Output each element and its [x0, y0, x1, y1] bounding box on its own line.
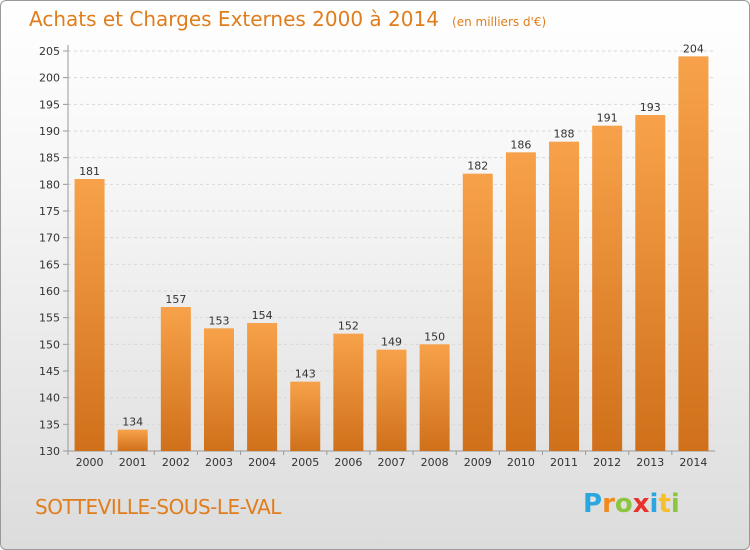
chart-subtitle: (en milliers d'€): [452, 15, 547, 29]
y-tick-label: 190: [39, 125, 60, 138]
data-label-2008: 150: [424, 330, 445, 343]
bar-2000: [74, 179, 105, 451]
x-tick-label-2012: 2012: [593, 456, 621, 469]
x-tick-label-2013: 2013: [636, 456, 664, 469]
y-tick-label: 205: [39, 45, 60, 58]
x-tick-label-2004: 2004: [248, 456, 276, 469]
y-tick-label: 130: [39, 445, 60, 458]
data-label-2006: 152: [338, 320, 359, 333]
bar-2005: [290, 381, 321, 451]
x-tick-label-2009: 2009: [464, 456, 492, 469]
data-label-2001: 134: [122, 416, 143, 429]
x-tick-label-2000: 2000: [76, 456, 104, 469]
chart-title: Achats et Charges Externes 2000 à 2014: [29, 7, 439, 31]
place-name: SOTTEVILLE-SOUS-LE-VAL: [35, 495, 281, 519]
data-label-2004: 154: [252, 309, 273, 322]
data-label-2003: 153: [208, 314, 229, 327]
x-tick-label-2001: 2001: [119, 456, 147, 469]
x-tick-label-2010: 2010: [507, 456, 535, 469]
bar-2002: [160, 307, 191, 451]
bar-2006: [333, 333, 364, 451]
logo-letter: i: [670, 489, 680, 519]
bar-2014: [678, 56, 709, 451]
y-tick-label: 145: [39, 365, 60, 378]
bar-2011: [549, 141, 580, 451]
data-label-2010: 186: [510, 138, 531, 151]
y-tick-label: 140: [39, 392, 60, 405]
y-tick-label: 165: [39, 258, 60, 271]
y-tick-label: 150: [39, 338, 60, 351]
title-row: Achats et Charges Externes 2000 à 2014 (…: [29, 7, 546, 31]
data-label-2005: 143: [295, 368, 316, 381]
data-label-2011: 188: [554, 128, 575, 141]
bar-2007: [376, 349, 407, 451]
bar-2010: [505, 152, 536, 452]
bar-2013: [635, 115, 666, 451]
y-tick-label: 185: [39, 152, 60, 165]
x-tick-label-2003: 2003: [205, 456, 233, 469]
bar-2009: [462, 173, 493, 451]
data-label-2000: 181: [79, 165, 100, 178]
logo-letter: x: [632, 489, 650, 519]
y-tick-label: 180: [39, 178, 60, 191]
y-tick-label: 175: [39, 205, 60, 218]
x-tick-label-2011: 2011: [550, 456, 578, 469]
y-tick-label: 135: [39, 418, 60, 431]
y-tick-label: 160: [39, 285, 60, 298]
bar-2008: [419, 344, 450, 451]
x-tick-label-2005: 2005: [291, 456, 319, 469]
y-tick-label: 170: [39, 232, 60, 245]
logo-letter: i: [649, 489, 659, 519]
x-tick-label-2014: 2014: [679, 456, 707, 469]
logo-letter: o: [614, 489, 633, 519]
data-label-2012: 191: [597, 112, 618, 125]
bar-2001: [117, 429, 148, 451]
data-label-2013: 193: [640, 101, 661, 114]
data-label-2014: 204: [683, 42, 704, 55]
data-label-2009: 182: [467, 160, 488, 173]
bar-2012: [592, 125, 623, 452]
logo-letter: r: [602, 489, 615, 519]
proxiti-logo: Proxiti: [583, 489, 680, 519]
y-tick-label: 200: [39, 72, 60, 85]
bar-2003: [203, 328, 234, 451]
x-tick-label-2002: 2002: [162, 456, 190, 469]
bar-2004: [247, 323, 278, 451]
y-tick-label: 155: [39, 312, 60, 325]
x-tick-label-2007: 2007: [378, 456, 406, 469]
data-label-2002: 157: [165, 293, 186, 306]
logo-letter: t: [658, 489, 671, 519]
data-label-2007: 149: [381, 336, 402, 349]
x-tick-label-2006: 2006: [334, 456, 362, 469]
y-tick-label: 195: [39, 98, 60, 111]
logo-letter: P: [583, 489, 603, 519]
x-tick-label-2008: 2008: [421, 456, 449, 469]
